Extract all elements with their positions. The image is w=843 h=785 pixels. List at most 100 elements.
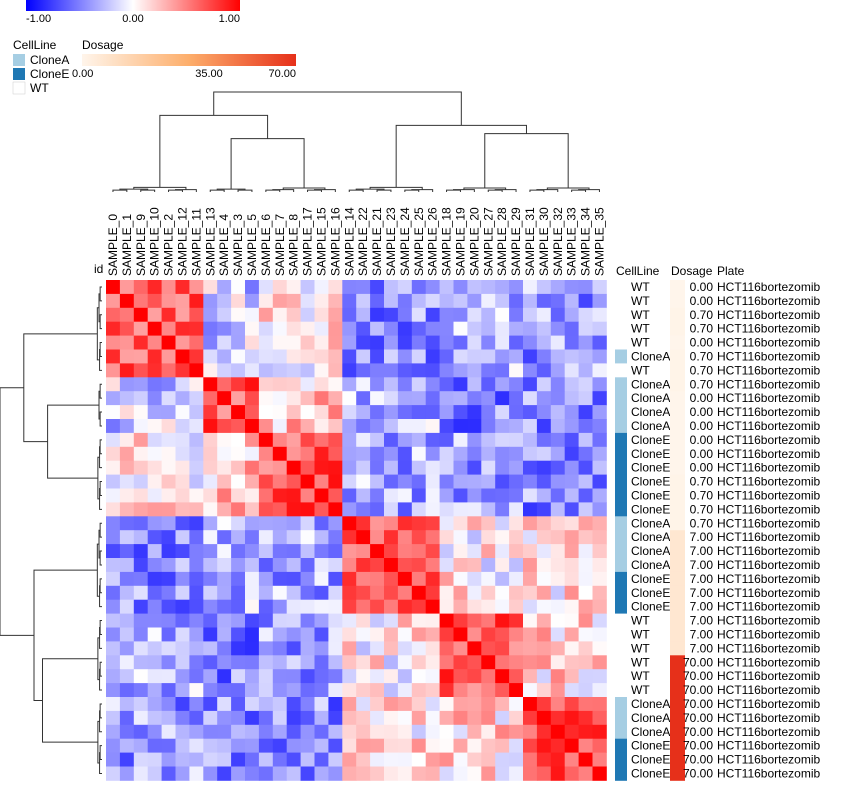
row-dendrogram-branch bbox=[99, 349, 102, 371]
cellline-swatch bbox=[615, 599, 627, 614]
heatmap-cell bbox=[231, 307, 246, 323]
dosage-legend-title: Dosage bbox=[82, 38, 124, 52]
heatmap-cell bbox=[203, 544, 218, 559]
heatmap-cell bbox=[495, 585, 510, 601]
heatmap-cell bbox=[481, 697, 496, 712]
heatmap-cell bbox=[203, 363, 218, 378]
heatmap-cell bbox=[175, 697, 190, 712]
dosage-swatch bbox=[670, 669, 685, 684]
heatmap-cell bbox=[397, 613, 413, 628]
heatmap-cell bbox=[425, 599, 440, 614]
heatmap-cell bbox=[550, 613, 566, 628]
dosage-value: 70.00 bbox=[683, 655, 713, 669]
heatmap-cell bbox=[175, 724, 190, 740]
heatmap-cell bbox=[397, 766, 413, 781]
cellline-swatch bbox=[615, 724, 627, 740]
column-dendrogram-branch bbox=[494, 189, 517, 192]
column-label: SAMPLE_21 bbox=[370, 207, 384, 276]
heatmap-cell bbox=[272, 655, 288, 670]
heatmap-cell bbox=[411, 544, 427, 559]
heatmap-cell bbox=[509, 335, 524, 350]
heatmap-cell bbox=[272, 558, 288, 573]
heatmap-cell bbox=[370, 655, 385, 670]
heatmap-cell bbox=[453, 724, 468, 740]
heatmap-cell bbox=[217, 710, 232, 726]
heatmap-cell bbox=[370, 335, 385, 350]
heatmap-cell bbox=[175, 613, 190, 628]
heatmap-cell bbox=[217, 405, 232, 420]
heatmap-cell bbox=[245, 432, 260, 448]
heatmap-cell bbox=[370, 293, 385, 309]
heatmap-cell bbox=[523, 683, 538, 698]
cellline-value: CloneA bbox=[631, 697, 670, 711]
row-dendrogram-branch bbox=[99, 314, 102, 330]
heatmap-cell bbox=[411, 558, 427, 573]
heatmap-cell bbox=[217, 391, 232, 406]
heatmap-cell bbox=[578, 446, 593, 462]
dosage-swatch bbox=[670, 710, 685, 726]
heatmap-cell bbox=[550, 544, 566, 559]
heatmap-cell bbox=[425, 697, 440, 712]
heatmap-cell bbox=[481, 641, 496, 656]
heatmap-cell bbox=[245, 460, 260, 475]
heatmap-cell bbox=[272, 377, 288, 392]
heatmap-cell bbox=[356, 599, 371, 614]
heatmap-cell bbox=[550, 488, 566, 503]
heatmap-cell bbox=[300, 766, 315, 781]
heatmap-cell bbox=[245, 363, 260, 378]
heatmap-cell bbox=[106, 335, 121, 350]
heatmap-cell bbox=[286, 697, 301, 712]
heatmap-cell bbox=[592, 335, 607, 350]
heatmap-cell bbox=[342, 669, 357, 684]
heatmap-cell bbox=[439, 752, 454, 767]
row-dendrogram-branch bbox=[99, 411, 102, 427]
heatmap-cell bbox=[356, 307, 371, 323]
heatmap-cell bbox=[133, 419, 149, 434]
row-dendrogram-branch bbox=[99, 383, 102, 399]
heatmap-cell bbox=[258, 516, 274, 531]
cellline-header: CellLine bbox=[616, 264, 660, 278]
row-dendrogram-branch bbox=[99, 488, 102, 510]
heatmap-cell bbox=[467, 516, 482, 531]
heatmap-cell bbox=[509, 321, 524, 336]
heatmap-cell bbox=[439, 391, 454, 406]
plate-value: HCT116bortezomib bbox=[717, 433, 820, 447]
heatmap-cell bbox=[300, 377, 315, 392]
row-dendrogram-branch bbox=[99, 481, 102, 496]
heatmap-cell bbox=[147, 502, 162, 517]
heatmap-cell bbox=[578, 613, 593, 628]
heatmap-cell bbox=[481, 558, 496, 573]
heatmap-cell bbox=[119, 585, 135, 601]
dosage-value: 70.00 bbox=[683, 669, 713, 683]
heatmap-cell bbox=[161, 446, 176, 462]
heatmap-cell bbox=[189, 474, 204, 489]
heatmap-cell bbox=[411, 627, 427, 642]
heatmap-cell bbox=[564, 724, 579, 740]
heatmap-cell bbox=[439, 516, 454, 531]
dosage-swatch bbox=[670, 460, 685, 475]
heatmap-cell bbox=[425, 613, 440, 628]
heatmap-cell bbox=[106, 419, 121, 434]
heatmap-cell bbox=[495, 627, 510, 642]
heatmap-cell bbox=[356, 335, 371, 350]
heatmap-cell bbox=[578, 669, 593, 684]
cellline-swatch bbox=[615, 558, 627, 573]
heatmap-cell bbox=[523, 293, 538, 309]
heatmap-cell bbox=[453, 432, 468, 448]
heatmap-cell bbox=[189, 293, 204, 309]
heatmap-cell bbox=[245, 488, 260, 503]
value-scale-max-label: 1.00 bbox=[219, 13, 240, 25]
heatmap-cell bbox=[133, 585, 149, 601]
plate-value: HCT116bortezomib bbox=[717, 336, 820, 350]
heatmap-cell bbox=[578, 321, 593, 336]
heatmap-cell bbox=[342, 419, 357, 434]
cellline-value: CloneE bbox=[631, 739, 670, 753]
heatmap-cell bbox=[509, 697, 524, 712]
heatmap-cell bbox=[439, 363, 454, 378]
heatmap-cell bbox=[189, 558, 204, 573]
heatmap-cell bbox=[536, 488, 552, 503]
heatmap-cell bbox=[147, 488, 162, 503]
heatmap-cell bbox=[439, 488, 454, 503]
heatmap-cell bbox=[217, 307, 232, 323]
heatmap-cell bbox=[314, 530, 329, 545]
